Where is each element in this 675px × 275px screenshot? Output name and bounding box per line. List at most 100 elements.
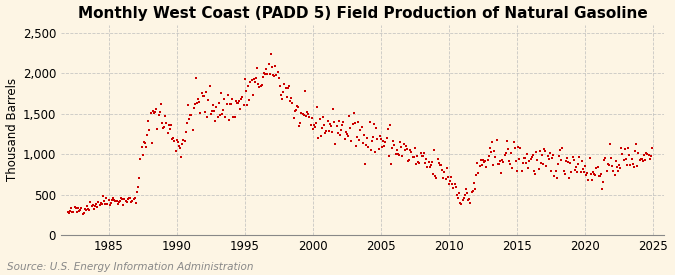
Point (465, 201, 476, 206)
Point (450, 185, 461, 189)
Point (406, 149, 417, 154)
Point (439, 170, 450, 174)
Point (248, 77, 259, 81)
Point (599, 158, 610, 162)
Point (416, 153, 427, 158)
Point (335, 133, 346, 137)
Point (281, 95, 292, 100)
Point (405, 147, 416, 152)
Point (75, 208, 86, 213)
Point (353, 119, 364, 124)
Point (522, 152, 533, 156)
Point (647, 146, 657, 150)
Point (183, 103, 194, 108)
Point (482, 158, 493, 163)
Point (157, 121, 167, 126)
Point (218, 107, 229, 112)
Point (627, 161, 638, 166)
Point (510, 145, 520, 150)
Point (234, 98, 244, 103)
Point (327, 129, 338, 134)
Point (442, 175, 453, 180)
Point (342, 132, 352, 136)
Point (507, 165, 518, 170)
Point (563, 160, 574, 164)
Point (578, 169, 589, 174)
Point (365, 148, 376, 152)
Point (227, 97, 238, 101)
Point (643, 153, 654, 157)
Point (446, 175, 456, 179)
Point (112, 202, 123, 206)
Point (427, 160, 437, 164)
Point (605, 155, 616, 160)
Point (282, 86, 293, 90)
Point (90, 204, 101, 208)
Point (495, 171, 506, 175)
Point (603, 163, 614, 167)
Point (425, 163, 436, 167)
Point (404, 157, 414, 162)
Point (211, 104, 222, 109)
Point (573, 162, 584, 167)
Point (515, 146, 526, 150)
Point (548, 152, 559, 157)
Point (196, 90, 207, 95)
Point (470, 172, 481, 177)
Point (510, 159, 521, 163)
Point (378, 139, 389, 144)
Point (217, 111, 227, 116)
Point (445, 179, 456, 183)
Point (119, 197, 130, 202)
Point (167, 137, 178, 141)
Point (146, 141, 157, 145)
Point (300, 89, 310, 93)
Point (198, 94, 209, 99)
Point (392, 148, 402, 153)
Point (566, 170, 577, 175)
Point (577, 167, 588, 171)
Point (539, 147, 549, 151)
Point (337, 123, 348, 127)
Point (438, 176, 449, 180)
Point (403, 159, 414, 163)
Point (321, 128, 332, 133)
Point (367, 134, 378, 139)
Point (125, 196, 136, 200)
Point (400, 147, 410, 152)
Point (634, 158, 645, 163)
Point (487, 139, 497, 144)
Point (412, 153, 423, 158)
Point (62, 210, 73, 214)
Point (535, 149, 545, 153)
Point (598, 180, 609, 185)
Point (545, 151, 556, 155)
Point (263, 62, 274, 66)
Point (623, 146, 634, 150)
Point (170, 148, 181, 153)
Point (65, 208, 76, 213)
Point (345, 125, 356, 130)
Point (568, 158, 579, 162)
Point (346, 139, 357, 144)
Point (580, 164, 591, 168)
Point (615, 166, 626, 170)
Point (137, 152, 148, 157)
Point (312, 105, 323, 109)
Point (641, 150, 652, 155)
Point (435, 163, 446, 167)
Point (558, 169, 569, 174)
Point (145, 111, 156, 115)
Point (550, 169, 561, 174)
Point (437, 168, 448, 173)
Point (113, 200, 124, 204)
Point (540, 149, 551, 153)
Point (428, 171, 439, 176)
Point (516, 169, 527, 173)
Point (433, 161, 444, 165)
Point (372, 137, 383, 142)
Point (396, 145, 406, 149)
Point (397, 154, 408, 159)
Point (358, 133, 369, 138)
Point (330, 141, 341, 146)
